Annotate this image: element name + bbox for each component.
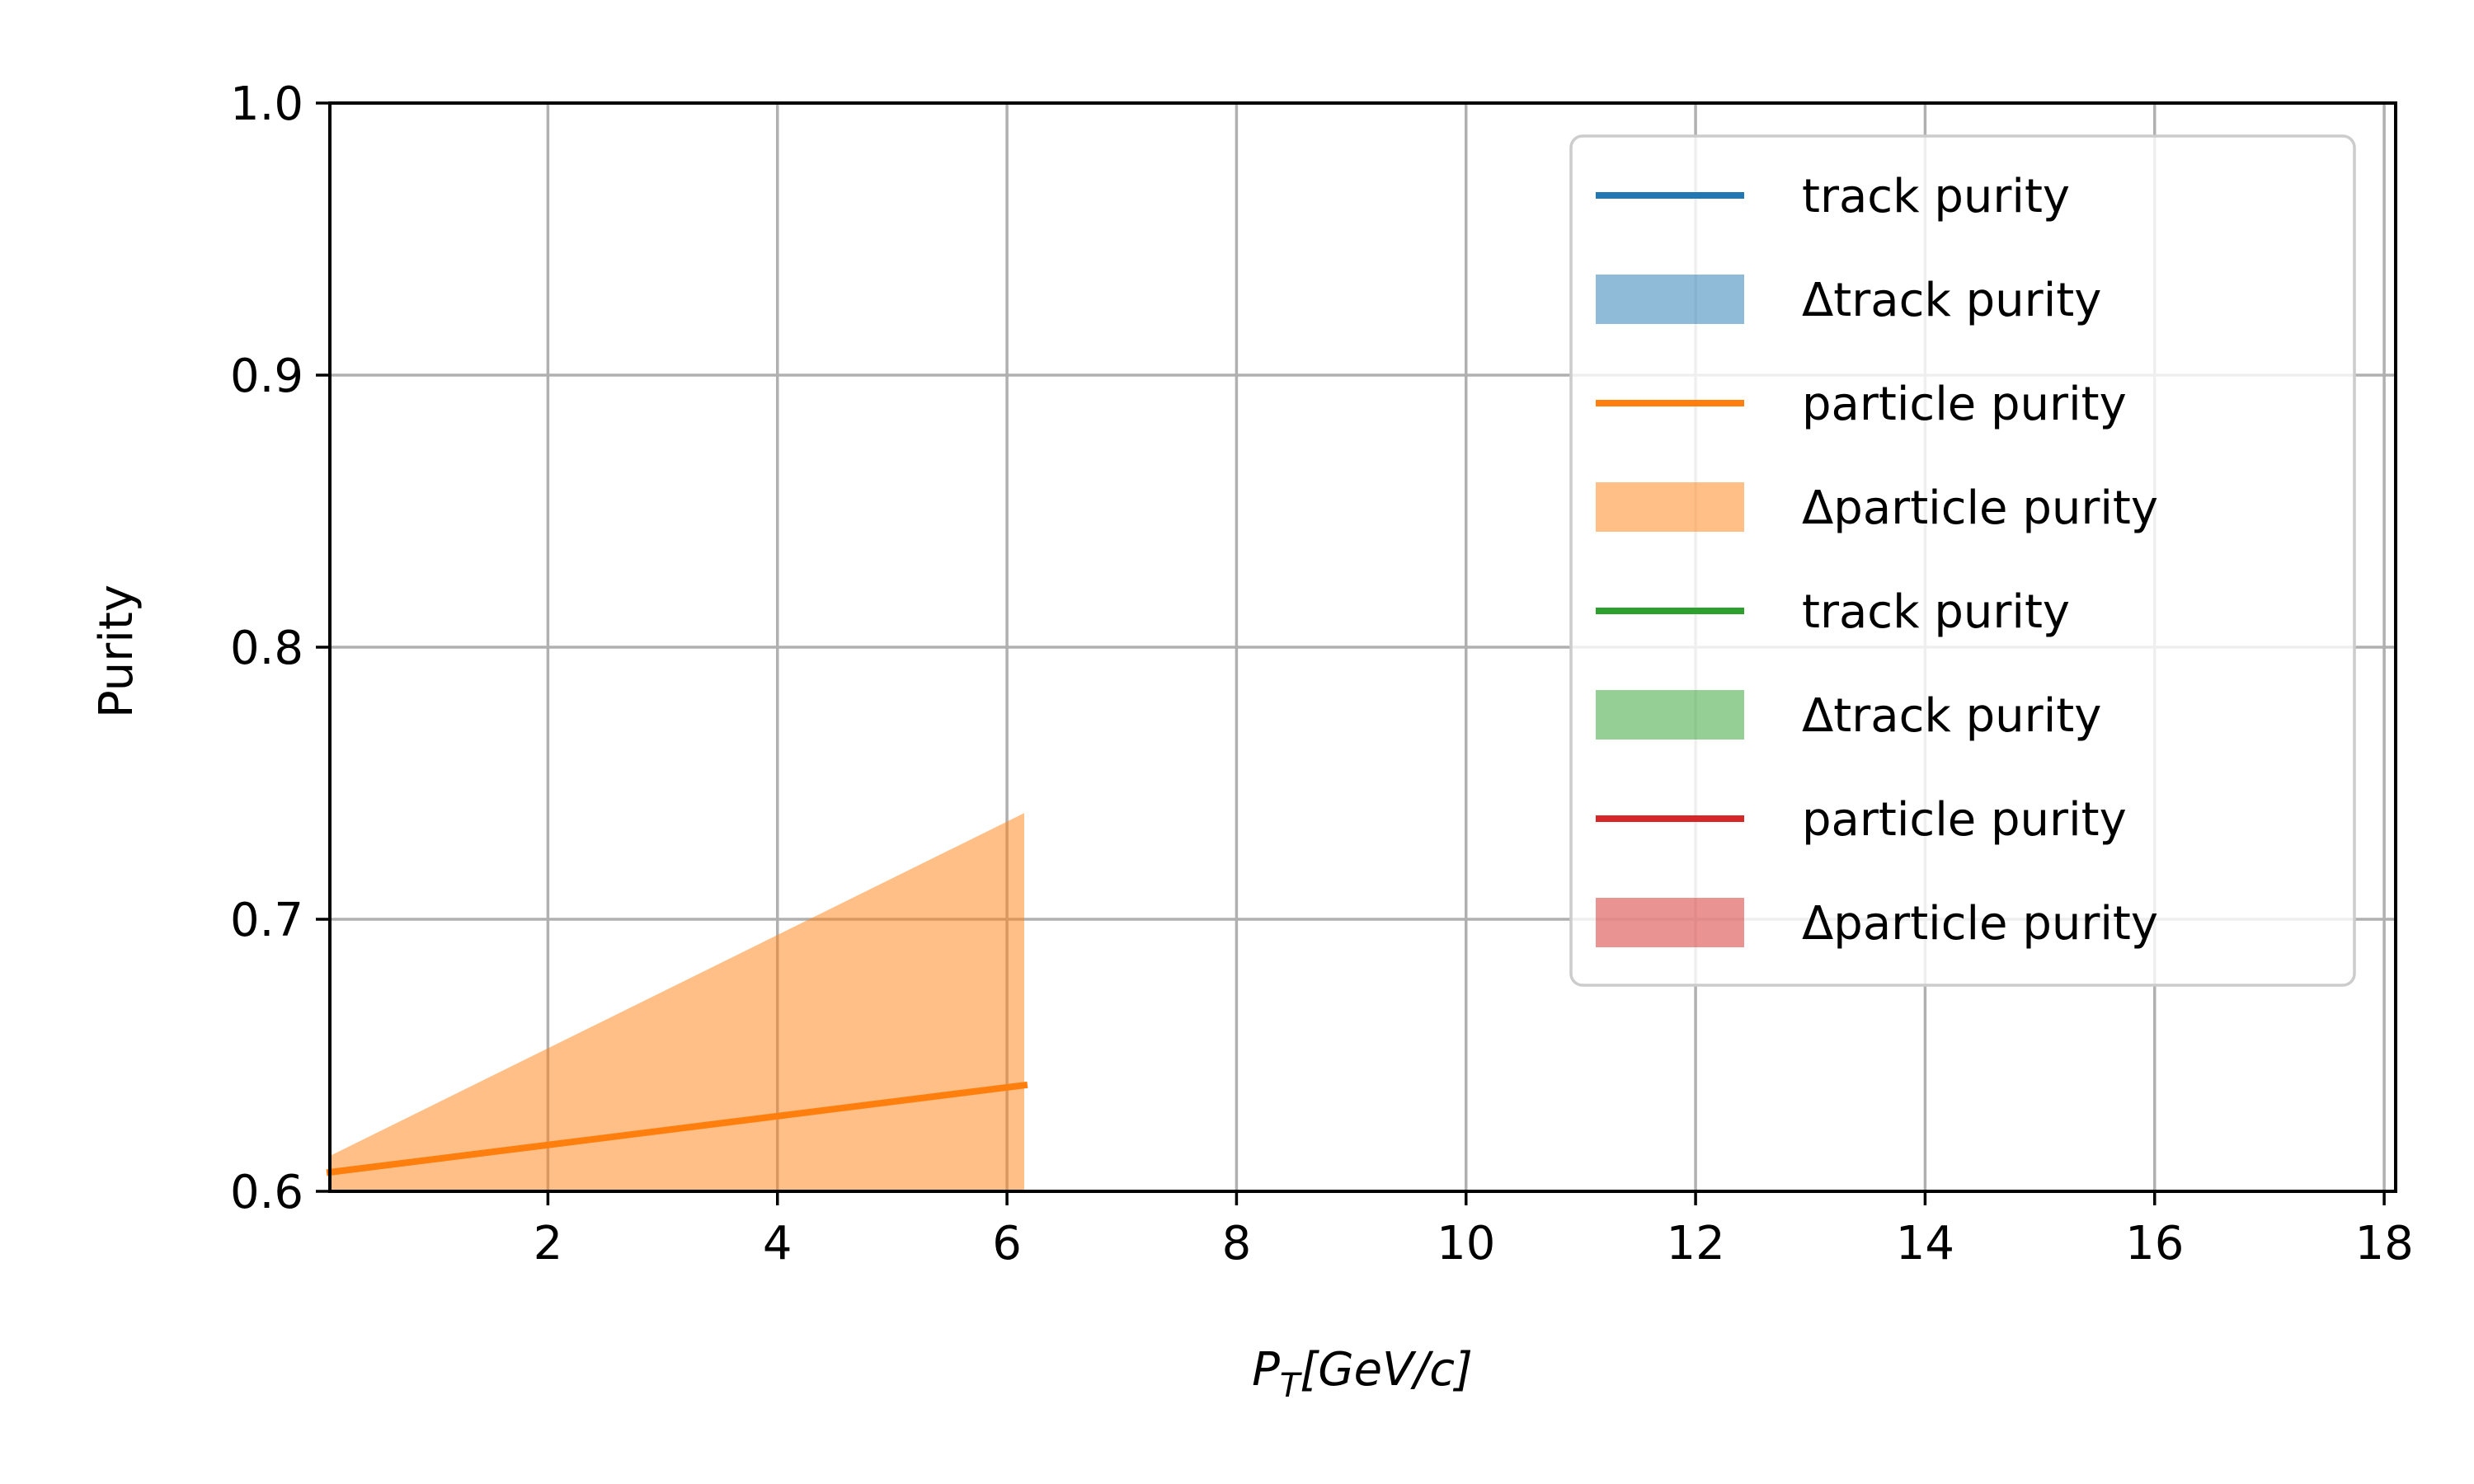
x-tick-label: 8 — [1222, 1217, 1252, 1270]
legend-label: track purity — [1802, 585, 2070, 639]
x-tick-label: 12 — [1666, 1217, 1724, 1270]
uncertainty-bands — [330, 813, 1024, 1191]
y-tick-label: 0.6 — [230, 1166, 303, 1219]
x-axis-label-main: P — [1252, 1343, 1280, 1397]
y-tick-label: 1.0 — [230, 77, 303, 131]
uncertainty-band — [330, 813, 1024, 1191]
legend-box — [1569, 134, 2356, 987]
series-line — [326, 1081, 1028, 1176]
legend-label: track purity — [1802, 170, 2070, 223]
x-tick-label: 14 — [1896, 1217, 1954, 1270]
y-axis-ticks: 0.6 0.7 0.8 0.9 1.0 — [230, 77, 330, 1219]
legend-band-swatch — [1596, 482, 1744, 532]
y-tick-label: 0.9 — [230, 350, 303, 403]
x-axis-label: PT[GeV/c] — [1252, 1343, 1473, 1405]
legend-band-swatch — [1596, 898, 1744, 947]
legend-label: Δtrack purity — [1802, 274, 2101, 327]
x-tick-label: 10 — [1437, 1217, 1495, 1270]
y-tick-label: 0.7 — [230, 894, 303, 947]
x-axis-ticks: 2 4 6 8 10 12 14 16 18 — [534, 1191, 2414, 1270]
y-tick-label: 0.8 — [230, 622, 303, 675]
x-tick-label: 2 — [534, 1217, 563, 1270]
legend: track purity Δtrack purity particle purity… — [1569, 134, 2356, 987]
x-tick-label: 4 — [763, 1217, 793, 1270]
x-tick-label: 18 — [2354, 1217, 2413, 1270]
legend-label: particle purity — [1802, 378, 2127, 431]
legend-label: Δparticle purity — [1802, 481, 2158, 535]
x-tick-label: 16 — [2125, 1217, 2184, 1270]
y-axis-label: Purity — [90, 585, 143, 718]
legend-label: Δtrack purity — [1802, 689, 2101, 743]
series-lines — [326, 1081, 1028, 1176]
legend-band-swatch — [1596, 275, 1744, 324]
legend-band-swatch — [1596, 690, 1744, 740]
legend-label: Δparticle purity — [1802, 897, 2158, 951]
x-tick-label: 6 — [992, 1217, 1022, 1270]
legend-label: particle purity — [1802, 793, 2127, 847]
x-axis-label-subscript: T — [1280, 1367, 1303, 1405]
x-axis-label-units: [GeV/c] — [1300, 1343, 1473, 1397]
